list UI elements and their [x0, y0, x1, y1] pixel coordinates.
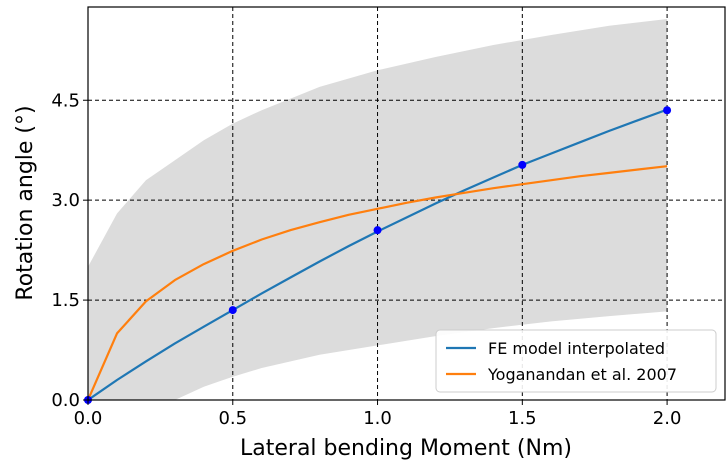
legend-box — [435, 329, 717, 393]
legend-label-fe-model: FE model interpolated — [488, 339, 665, 358]
x-tick-label: 0.0 — [74, 408, 103, 429]
x-tick-label: 1.0 — [363, 408, 392, 429]
x-tick-label: 0.5 — [218, 408, 247, 429]
y-tick-label: 3.0 — [51, 190, 80, 211]
plot-frame — [87, 6, 726, 401]
x-tick-label: 1.5 — [508, 408, 537, 429]
legend: FE model interpolated Yoganandan et al. … — [435, 329, 717, 393]
y-axis-ticks: 0.0 1.5 3.0 4.5 — [51, 90, 88, 411]
x-axis-title: Lateral bending Moment (Nm) — [240, 436, 572, 461]
y-axis-title: Rotation angle (°) — [13, 105, 38, 300]
y-tick-label: 1.5 — [51, 290, 80, 311]
x-axis-ticks: 0.0 0.5 1.0 1.5 2.0 — [74, 400, 682, 429]
x-tick-label: 2.0 — [653, 408, 682, 429]
y-tick-label: 4.5 — [51, 90, 80, 111]
y-tick-label: 0.0 — [51, 390, 80, 411]
legend-label-yoganandan: Yoganandan et al. 2007 — [487, 365, 677, 384]
data-point — [373, 226, 382, 235]
series-line-yoganandan — [88, 165, 668, 400]
data-markers — [84, 106, 672, 404]
data-point — [663, 106, 672, 115]
data-point — [228, 306, 237, 315]
data-point — [518, 160, 527, 169]
